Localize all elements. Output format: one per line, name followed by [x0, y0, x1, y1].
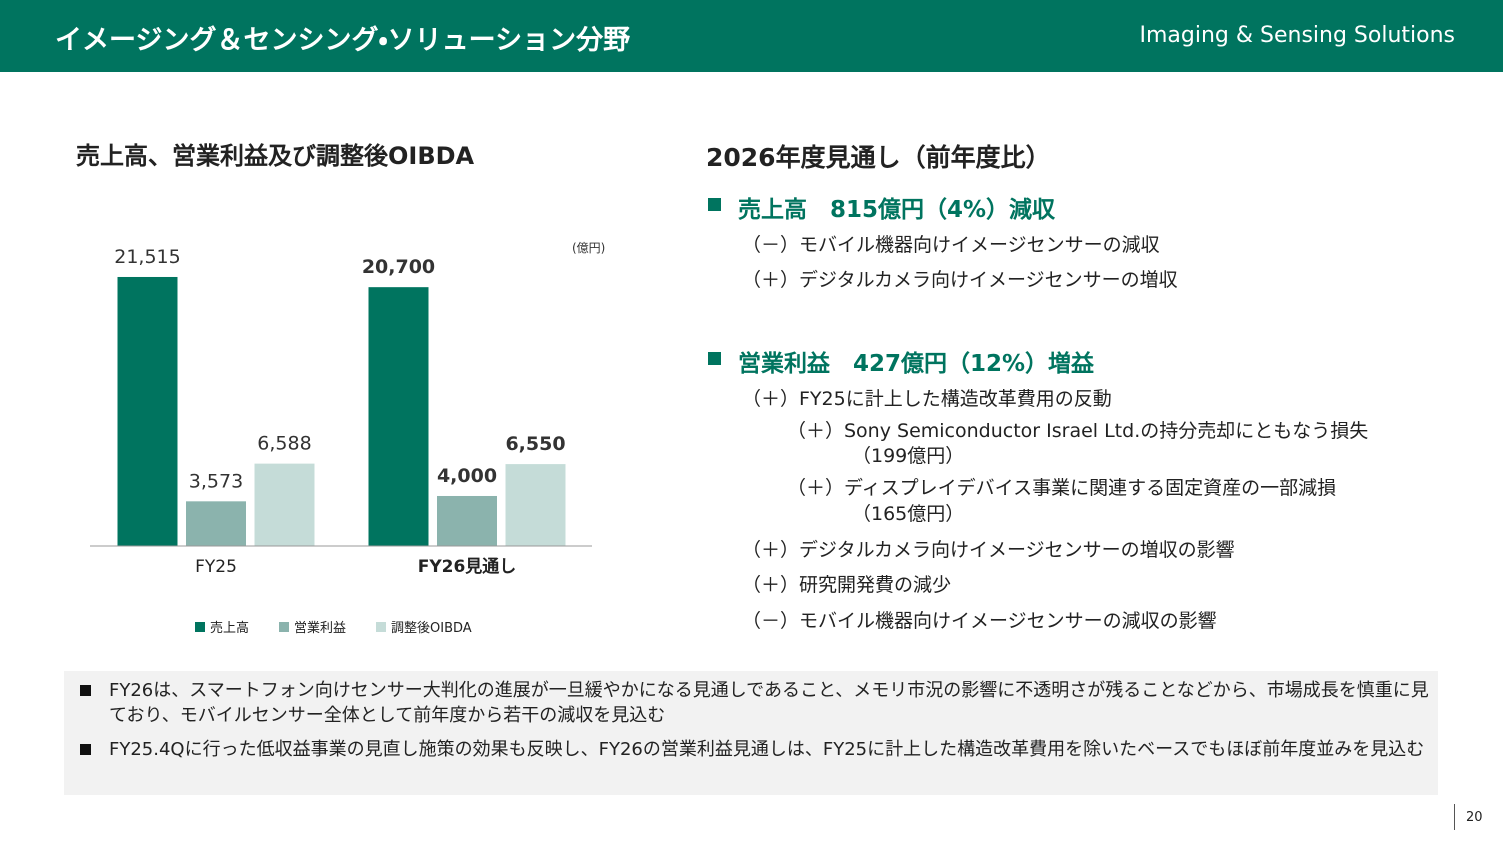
- value-label: 6,588: [257, 433, 311, 455]
- x-tick-label: FY25: [195, 557, 237, 577]
- item: （－）モバイル機器向けイメージセンサーの減収: [742, 234, 1160, 256]
- legend-swatch: [195, 622, 205, 632]
- bar: [505, 464, 566, 546]
- header-title: イメージング＆センシング・ソリューション分野: [55, 25, 631, 56]
- value-label: 21,515: [114, 246, 180, 268]
- note: FY26は、スマートフォン向けセンサー大判化の進展が一旦緩やかになる見通しである…: [109, 680, 1429, 726]
- chart-title: 売上高、営業利益及び調整後OIBDA: [76, 142, 475, 170]
- outlook-title: 2026年度見通し（前年度比）: [706, 143, 1051, 172]
- item: （＋）研究開発費の減少: [742, 574, 952, 596]
- notes-box: FY26は、スマートフォン向けセンサー大判化の進展が一旦緩やかになる見通しである…: [64, 671, 1438, 795]
- note: FY25.4Qに行った低収益事業の見直し施策の効果も反映し、FY26の営業利益見…: [109, 739, 1425, 760]
- bar: [437, 495, 497, 546]
- legend-label: 調整後OIBDA: [391, 621, 472, 636]
- x-tick-label: FY26見通し: [418, 557, 517, 577]
- item: （＋）デジタルカメラ向けイメージセンサーの増収の影響: [742, 539, 1235, 561]
- section-heading: 営業利益 427億円（12%）増益: [738, 351, 1095, 377]
- bar: [254, 463, 315, 546]
- page-number: 20: [1466, 810, 1483, 825]
- value-label: 4,000: [437, 465, 497, 487]
- bar: [368, 287, 429, 546]
- value-label: 3,573: [189, 470, 243, 492]
- legend-swatch: [279, 622, 289, 632]
- bullet: [708, 352, 721, 365]
- item: （199億円）: [852, 445, 965, 467]
- bar: [186, 501, 246, 546]
- item: （＋）デジタルカメラ向けイメージセンサーの増収: [742, 269, 1178, 291]
- section-heading: 売上高 815億円（4%）減収: [738, 197, 1056, 223]
- item: （＋）Sony Semiconductor Israel Ltd.の持分売却にと…: [787, 420, 1369, 442]
- item: （＋）ディスプレイデバイス事業に関連する固定資産の一部減損: [787, 477, 1337, 499]
- legend-swatch: [376, 622, 386, 632]
- value-label: 20,700: [362, 256, 435, 278]
- bullet: [708, 198, 721, 211]
- legend-label: 売上高: [210, 620, 249, 636]
- item: （＋）FY25に計上した構造改革費用の反動: [742, 388, 1112, 410]
- legend-label: 営業利益: [294, 620, 346, 636]
- bullet: [80, 685, 91, 696]
- chart: 売上高、営業利益及び調整後OIBDA (億円) 21,515 20,700 3,573 4…: [76, 142, 605, 636]
- unit-label: (億円): [572, 241, 605, 255]
- bar: [117, 276, 178, 546]
- value-label: 6,550: [505, 433, 565, 455]
- header-subtitle: Imaging & Sensing Solutions: [1139, 23, 1455, 48]
- item: （165億円）: [852, 503, 965, 525]
- header-bar: [0, 0, 1503, 72]
- divider: [1454, 804, 1455, 830]
- bullet: [80, 744, 91, 755]
- item: （－）モバイル機器向けイメージセンサーの減収の影響: [742, 610, 1217, 632]
